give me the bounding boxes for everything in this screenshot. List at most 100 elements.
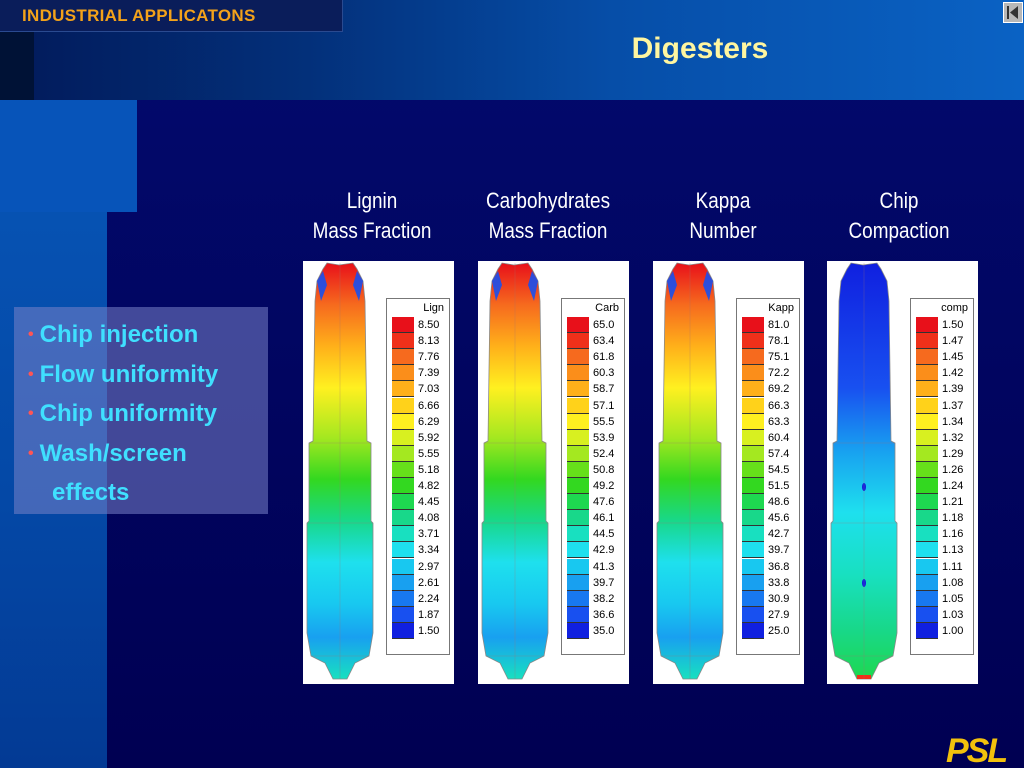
bullet-text: Wash/screen xyxy=(39,439,187,467)
legend-swatch xyxy=(742,542,764,559)
legend-swatch xyxy=(742,429,764,446)
back-button[interactable] xyxy=(1003,2,1023,23)
legend-swatch xyxy=(567,365,589,382)
legend-value: 75.1 xyxy=(768,351,790,364)
legend-value: 65.0 xyxy=(593,319,615,331)
legend-row: 2.97 xyxy=(392,558,448,575)
legend-row: 63.4 xyxy=(567,333,623,350)
legend-value: 3.34 xyxy=(418,544,440,557)
edge-region xyxy=(317,271,327,301)
legend-value: 2.61 xyxy=(418,576,440,589)
legend-value: 45.6 xyxy=(768,512,790,525)
bullet-dot-icon: • xyxy=(28,405,34,422)
legend-value: 60.3 xyxy=(593,367,615,380)
legend-swatch xyxy=(916,558,938,575)
legend-row: 58.7 xyxy=(567,381,623,398)
legend-row: 1.34 xyxy=(916,413,972,430)
digester-contour xyxy=(481,262,549,680)
legend-row: 8.50 xyxy=(392,317,448,333)
legend-swatch xyxy=(567,333,589,350)
colorbar-legend: Kapp 81.0 78.1 75.1 72.2 69.2 66.3 63.3 60.4 57.4… xyxy=(736,298,800,655)
legend-value: 1.00 xyxy=(942,624,964,637)
legend-value: 1.08 xyxy=(942,576,964,589)
legend-value: 54.5 xyxy=(768,463,790,476)
legend-value: 7.39 xyxy=(418,367,440,380)
legend-value: 1.16 xyxy=(942,528,964,541)
legend-swatch xyxy=(567,397,589,414)
legend-row: 25.0 xyxy=(742,622,798,639)
legend-swatch xyxy=(916,494,938,511)
legend-value: 25.0 xyxy=(768,624,790,637)
legend-row: 1.16 xyxy=(916,526,972,543)
legend-swatch xyxy=(392,478,414,494)
legend-swatch xyxy=(392,574,414,591)
legend-row: 1.13 xyxy=(916,542,972,559)
legend-value: 72.2 xyxy=(768,367,790,380)
legend-swatch xyxy=(742,558,764,575)
legend-value: 7.03 xyxy=(418,383,440,396)
legend-row: 2.24 xyxy=(392,590,448,607)
legend-row: 75.1 xyxy=(742,349,798,366)
bullet-dot-icon: • xyxy=(28,326,34,343)
contour-plot-panel: Lign 8.50 8.13 7.76 7.39 7.03 6.66 6.29 5.92 5.55… xyxy=(303,261,454,684)
legend-row: 38.2 xyxy=(567,590,623,607)
panel-heading: Carbohydrates Mass Fraction xyxy=(475,186,621,246)
bullet-text: effects xyxy=(52,479,130,506)
legend-row: 65.0 xyxy=(567,317,623,333)
legend-row: 6.66 xyxy=(392,397,448,414)
panel-heading-line: Carbohydrates xyxy=(485,188,611,213)
legend-row: 1.50 xyxy=(916,317,972,333)
legend-value: 48.6 xyxy=(768,496,790,509)
legend-row: 63.3 xyxy=(742,413,798,430)
legend-swatch xyxy=(916,429,938,446)
legend-value: 57.1 xyxy=(593,399,615,412)
legend-value: 35.0 xyxy=(593,624,615,637)
bullet-text: Chip injection xyxy=(39,321,199,348)
legend-row: 1.42 xyxy=(916,365,972,382)
legend-row: 5.55 xyxy=(392,445,448,462)
legend-value: 1.87 xyxy=(418,608,440,621)
legend-swatch xyxy=(567,622,589,639)
psl-logo: PSL xyxy=(946,732,1008,768)
legend-row: 57.4 xyxy=(742,445,798,462)
legend-swatch xyxy=(567,381,589,398)
contour-plot-panel: comp 1.50 1.47 1.45 1.42 1.39 1.37 1.34 1.32 1.29… xyxy=(827,261,978,684)
bullet-dot-icon: • xyxy=(28,365,34,383)
legend-swatch xyxy=(742,413,764,430)
edge-region xyxy=(353,271,363,301)
legend-swatch xyxy=(567,349,589,366)
bullet-item: • Chip uniformity xyxy=(28,394,268,434)
legend-value: 6.66 xyxy=(418,399,440,412)
legend-row: 3.71 xyxy=(392,526,448,543)
legend-swatch xyxy=(742,622,764,639)
legend-row: 1.11 xyxy=(916,558,972,575)
legend-row: 42.9 xyxy=(567,542,623,559)
legend-row: 33.8 xyxy=(742,574,798,591)
panel-heading-line: Kappa xyxy=(695,188,751,213)
legend-row: 1.26 xyxy=(916,461,972,478)
slide-title: Digesters xyxy=(631,32,769,65)
triangle-left-icon xyxy=(1007,6,1018,19)
legend-value: 6.29 xyxy=(418,415,440,428)
digester-contour xyxy=(656,262,724,680)
panel-heading-line: Number xyxy=(689,218,757,243)
legend-value: 2.24 xyxy=(418,592,440,605)
legend-row: 1.24 xyxy=(916,478,972,494)
legend-row: 8.13 xyxy=(392,333,448,350)
legend-value: 1.32 xyxy=(942,431,964,444)
bullet-item: • Chip injection xyxy=(28,315,268,355)
legend-row: 1.45 xyxy=(916,349,972,366)
legend-title: Kapp xyxy=(768,302,794,314)
legend-row: 1.87 xyxy=(392,606,448,623)
legend-value: 41.3 xyxy=(593,560,615,573)
legend-swatch xyxy=(742,333,764,350)
legend-value: 42.7 xyxy=(768,528,790,541)
legend-swatch xyxy=(916,381,938,398)
legend-swatch xyxy=(742,317,764,333)
legend-row: 27.9 xyxy=(742,606,798,623)
legend-swatch xyxy=(742,445,764,462)
legend-row: 50.8 xyxy=(567,461,623,478)
legend-row: 1.37 xyxy=(916,397,972,414)
legend-swatch xyxy=(742,606,764,623)
legend-swatch xyxy=(392,349,414,366)
